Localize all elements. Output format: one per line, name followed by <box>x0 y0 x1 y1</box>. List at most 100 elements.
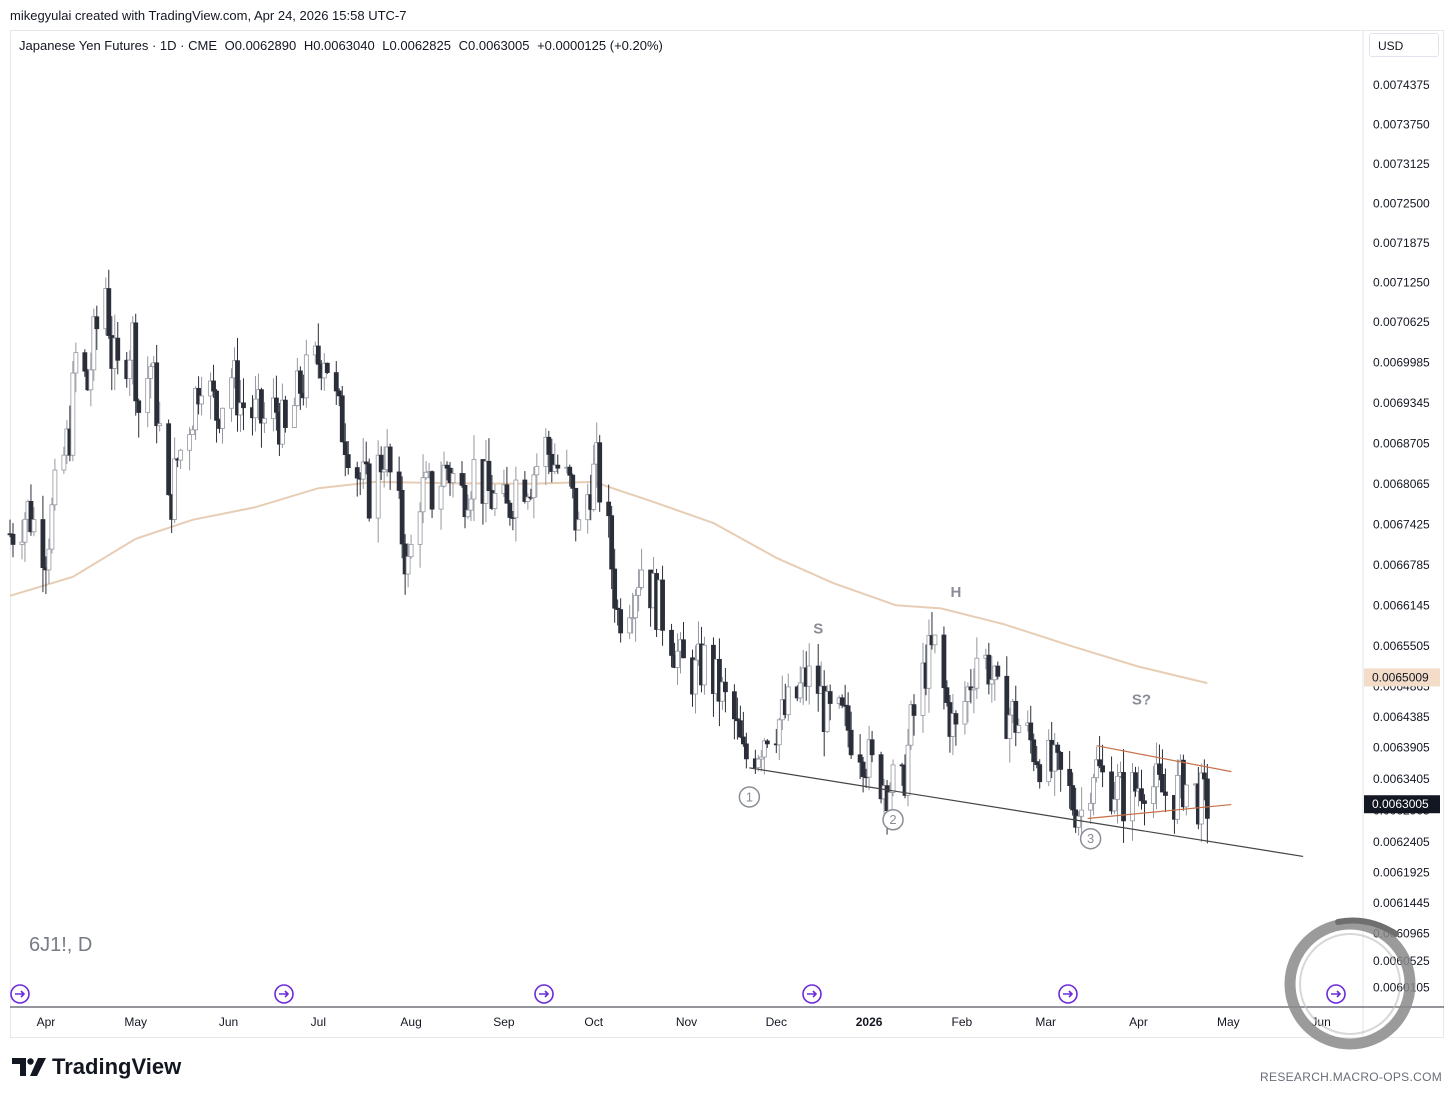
time-tick-label: Feb <box>952 1015 973 1029</box>
candle-up <box>190 429 195 436</box>
candle-down <box>815 665 821 694</box>
time-axis: Apr May Jun Jul Aug Sep Oct Nov Dec 2026 Feb Mar Apr… <box>37 1015 1331 1029</box>
candle-up <box>375 454 381 519</box>
candle-up <box>61 454 67 471</box>
candle-down <box>743 743 749 760</box>
candle-down <box>860 761 866 778</box>
candle-down <box>28 500 34 533</box>
candle-up <box>776 719 782 746</box>
candle-up <box>974 657 980 689</box>
candle-up <box>253 398 258 419</box>
ma-price-label: 0.0065009 <box>1372 670 1429 684</box>
time-tick-label: Nov <box>676 1015 697 1029</box>
candle-up <box>534 466 540 476</box>
candle-down <box>911 704 917 716</box>
candle-up <box>291 405 297 428</box>
candle-down <box>94 316 100 330</box>
candle-down <box>274 397 279 413</box>
candle-down <box>297 370 303 394</box>
currency-button[interactable]: USD <box>1369 33 1439 57</box>
time-tick-label: May <box>124 1015 147 1029</box>
event-marker-icon[interactable] <box>534 984 554 1004</box>
candle-down <box>241 402 246 409</box>
candles-layer <box>7 269 1210 844</box>
candle-down <box>115 337 121 361</box>
candle-up <box>1130 772 1135 822</box>
candle-up <box>262 418 267 424</box>
candle-down <box>1180 759 1186 808</box>
pattern-annotation: S? <box>1132 692 1151 709</box>
candle-up <box>1091 777 1096 804</box>
price-tick-label: 0.0061445 <box>1373 896 1430 910</box>
candle-up <box>468 498 474 511</box>
triangle-lower-line <box>1087 803 1232 820</box>
candle-down <box>459 473 465 486</box>
legend-open: O0.0062890 <box>224 38 297 53</box>
price-tick-label: 0.0063905 <box>1373 740 1430 754</box>
candle-up <box>229 377 234 409</box>
chart-attribution: mikegyulai created with TradingView.com,… <box>10 8 407 23</box>
candle-up <box>639 569 644 588</box>
candle-down <box>363 461 369 465</box>
tradingview-logo[interactable]: TradingView <box>12 1054 181 1080</box>
time-tick-label: May <box>1217 1015 1240 1029</box>
candle-up <box>887 792 893 812</box>
time-tick-label: Oct <box>584 1015 603 1029</box>
candle-up <box>88 369 94 391</box>
time-tick-label: Mar <box>1035 1015 1056 1029</box>
wave-count-label: 1 <box>746 789 753 804</box>
event-marker-icon[interactable] <box>1058 984 1078 1004</box>
candle-up <box>405 556 411 575</box>
candle-down <box>723 681 728 693</box>
candle-down <box>681 639 686 659</box>
event-marker-icon[interactable] <box>1326 984 1346 1004</box>
candle-up <box>1115 775 1120 800</box>
candle-down <box>136 400 142 413</box>
candle-up <box>525 496 531 502</box>
candle-up <box>22 518 28 543</box>
candle-up <box>49 504 55 550</box>
candle-down <box>1067 768 1073 787</box>
candle-up <box>178 449 184 461</box>
candle-up <box>755 758 761 769</box>
candle-down <box>717 658 722 702</box>
candle-up <box>423 471 429 479</box>
candle-up <box>148 366 154 379</box>
candle-up <box>52 469 58 506</box>
candle-up <box>1076 815 1082 828</box>
candle-down <box>1160 774 1165 793</box>
event-marker-icon[interactable] <box>274 984 294 1004</box>
candle-down <box>615 607 621 611</box>
candle-down <box>462 484 468 518</box>
candle-down <box>1142 800 1147 804</box>
candle-up <box>531 474 537 499</box>
candle-down <box>366 463 372 519</box>
candle-up <box>758 756 764 760</box>
candle-down <box>567 466 573 476</box>
wave-count-label: 2 <box>889 812 896 827</box>
candle-up <box>360 461 366 480</box>
price-tick-label: 0.0072500 <box>1373 197 1430 211</box>
candle-up <box>965 686 971 702</box>
triangle-upper-line <box>1096 745 1232 773</box>
events-layer <box>10 984 1346 1004</box>
candle-up <box>91 316 97 371</box>
candle-up <box>797 682 803 699</box>
candle-down <box>1201 772 1207 780</box>
price-tick-label: 0.0065505 <box>1373 639 1430 653</box>
candle-up <box>761 740 767 758</box>
moving-average-line <box>9 480 1208 685</box>
event-marker-icon[interactable] <box>10 984 30 1004</box>
price-tick-label: 0.0066785 <box>1373 558 1430 572</box>
candle-down <box>211 380 216 392</box>
candle-up <box>193 387 198 431</box>
candle-up <box>31 519 37 533</box>
candle-up <box>1175 775 1180 820</box>
candle-down <box>1163 791 1168 796</box>
candle-up <box>46 548 52 571</box>
price-tick-label: 0.0073125 <box>1373 157 1430 171</box>
candle-down <box>609 515 615 570</box>
candle-up <box>926 635 932 689</box>
event-marker-icon[interactable] <box>802 984 822 1004</box>
